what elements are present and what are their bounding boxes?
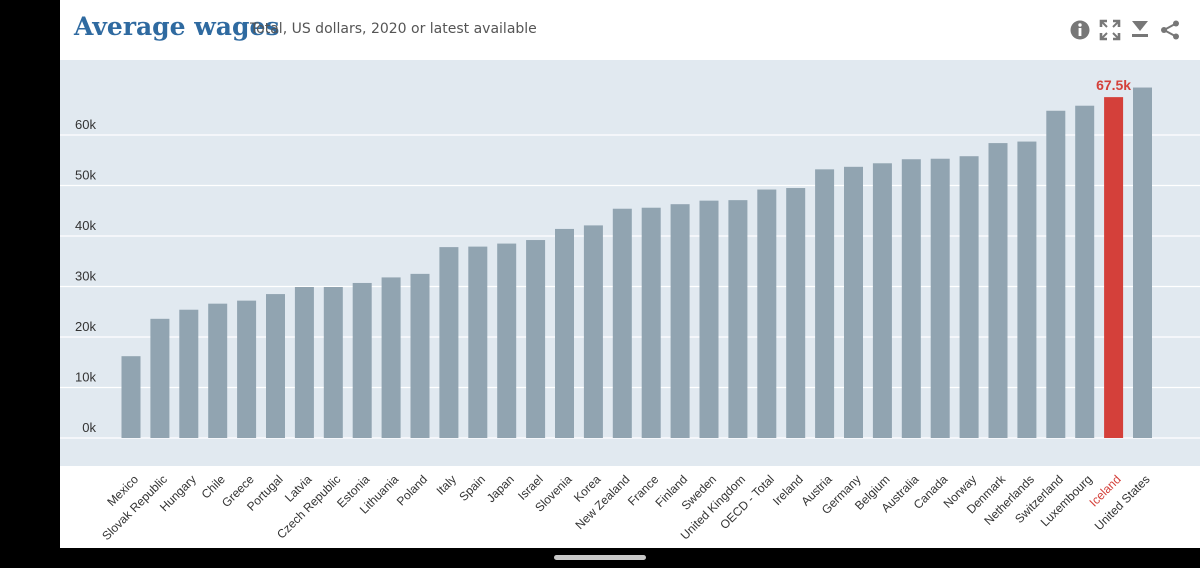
- y-tick-label: 30k: [75, 269, 96, 284]
- bar[interactable]: [352, 282, 372, 438]
- bar[interactable]: [497, 243, 517, 438]
- x-tick-label: Japan: [484, 472, 517, 505]
- info-icon[interactable]: [1068, 18, 1092, 42]
- bar[interactable]: [815, 169, 835, 438]
- x-tick-label: Ireland: [770, 472, 806, 508]
- y-tick-label: 60k: [75, 117, 96, 132]
- bar[interactable]: [930, 158, 950, 439]
- home-indicator[interactable]: [554, 555, 646, 560]
- bar[interactable]: [901, 159, 921, 439]
- expand-icon[interactable]: [1098, 18, 1122, 42]
- bar[interactable]: [468, 246, 488, 438]
- bar[interactable]: [237, 300, 257, 438]
- bar[interactable]: [410, 273, 430, 438]
- bar[interactable]: [266, 294, 285, 438]
- bar[interactable]: [988, 143, 1008, 438]
- data-label: 67.5k: [1096, 77, 1131, 93]
- bar[interactable]: [641, 207, 661, 438]
- bar[interactable]: [1104, 97, 1124, 438]
- bar[interactable]: [699, 200, 719, 438]
- bar[interactable]: [1133, 87, 1152, 438]
- bar[interactable]: [786, 188, 806, 438]
- download-icon[interactable]: [1128, 18, 1152, 42]
- bar[interactable]: [1075, 105, 1095, 439]
- bar[interactable]: [294, 287, 314, 438]
- bar[interactable]: [323, 287, 343, 438]
- bar[interactable]: [872, 163, 892, 438]
- bar[interactable]: [121, 356, 141, 438]
- x-tick-label: Poland: [394, 472, 430, 508]
- bar[interactable]: [728, 200, 748, 438]
- y-tick-label: 20k: [75, 319, 96, 334]
- bar[interactable]: [757, 189, 777, 438]
- bar[interactable]: [1046, 110, 1066, 438]
- y-tick-label: 50k: [75, 168, 96, 183]
- bar[interactable]: [583, 225, 603, 438]
- bar[interactable]: [670, 204, 690, 438]
- bar[interactable]: [555, 228, 574, 438]
- bar[interactable]: [1017, 141, 1037, 438]
- share-icon[interactable]: [1158, 18, 1182, 42]
- bar[interactable]: [526, 240, 546, 438]
- bar[interactable]: [150, 318, 170, 438]
- bar[interactable]: [439, 247, 459, 438]
- bar[interactable]: [959, 156, 979, 438]
- y-tick-label: 0k: [82, 420, 96, 435]
- x-tick-label: Spain: [456, 472, 488, 504]
- bar[interactable]: [612, 208, 632, 438]
- y-tick-label: 40k: [75, 218, 96, 233]
- bar[interactable]: [381, 277, 401, 438]
- y-tick-label: 10k: [75, 370, 96, 385]
- bar[interactable]: [179, 309, 199, 438]
- chart-title: Average wages: [74, 12, 280, 41]
- bar[interactable]: [844, 166, 863, 438]
- chart-subtitle: Total, US dollars, 2020 or latest availa…: [250, 21, 537, 37]
- bar[interactable]: [208, 303, 228, 438]
